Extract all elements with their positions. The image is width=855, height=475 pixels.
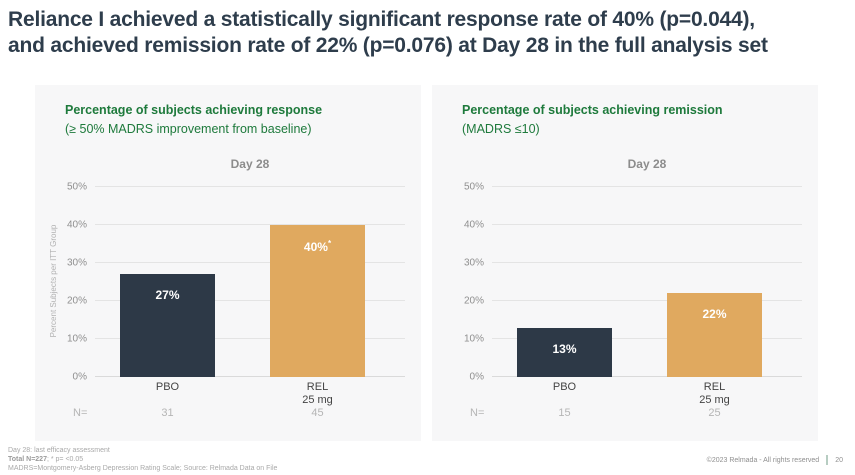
y-tick-label: 50% (66, 181, 87, 193)
slide-title-line1: Reliance I achieved a statistically sign… (8, 8, 755, 31)
gridline (95, 300, 405, 301)
footnote-line1: Day 28: last efficacy assessment (8, 447, 110, 454)
y-tick-label: 20% (463, 295, 484, 307)
n-value: 45 (311, 407, 324, 419)
footnote-line3: MADRS=Montgomery-Asberg Depression Ratin… (8, 465, 278, 472)
remission-x-labels: PBO REL 25 mg (432, 381, 818, 407)
y-tick-label: 10% (66, 333, 87, 345)
bar-pbo: 27% (120, 274, 215, 377)
y-tick-label: 20% (66, 295, 87, 307)
bar-value-label: 40%* (303, 239, 332, 254)
footnotes: Day 28: last efficacy assessment Total N… (8, 446, 277, 473)
y-tick-label: 30% (66, 257, 87, 269)
y-tick-label: 50% (463, 181, 484, 193)
gridline (95, 262, 405, 263)
y-tick-label: 10% (463, 333, 484, 345)
y-tick-label: 40% (66, 219, 87, 231)
bar-value-label: 13% (552, 341, 577, 356)
gridline (95, 376, 405, 377)
bar-pbo: 13% (517, 327, 612, 377)
gridline (95, 338, 405, 339)
copyright-text: ©2023 Relmada - All rights reserved (706, 456, 820, 464)
y-tick-label: 40% (463, 219, 484, 231)
remission-n-label: N= (470, 407, 485, 419)
page-number: 20 (835, 456, 843, 464)
footnote-line2: Total N=227; * p= <0.05 (8, 455, 277, 464)
x-category-label: PBO (155, 381, 180, 393)
gridline (95, 186, 405, 187)
footnote-pvalue: ; * p= <0.05 (46, 456, 84, 463)
bar-rel: 40%* (270, 225, 365, 377)
y-tick-label: 0% (469, 371, 484, 383)
n-value: 31 (161, 407, 174, 419)
gridline (492, 186, 802, 187)
slide-title: Reliance I achieved a statistically sign… (8, 7, 848, 59)
response-plot-area: 0% 10% 20% 30% 40% 50% 27% 40%* (67, 182, 405, 383)
remission-chart-title: Percentage of subjects achieving remissi… (462, 103, 723, 117)
bar-value-label: 27% (155, 288, 180, 303)
bar-rel: 22% (667, 293, 762, 377)
gridline (492, 376, 802, 377)
gridline (95, 224, 405, 225)
gridline (492, 224, 802, 225)
slide-title-line2: and achieved remission rate of 22% (p=0.… (8, 34, 768, 57)
response-y-axis-label: Percent Subjects per ITT Group (49, 224, 58, 338)
response-chart-subtitle: (≥ 50% MADRS improvement from baseline) (65, 122, 312, 136)
response-day-header: Day 28 (230, 157, 270, 171)
response-n-row: N= 31 45 (35, 407, 421, 423)
remission-day-header: Day 28 (627, 157, 667, 171)
remission-plot-area: 0% 10% 20% 30% 40% 50% 13% 22% (464, 182, 802, 383)
response-chart-title: Percentage of subjects achieving respons… (65, 103, 323, 117)
gridline (492, 300, 802, 301)
response-x-labels: PBO REL 25 mg (35, 381, 421, 407)
footnote-total-n: Total N=227 (8, 456, 47, 463)
response-n-label: N= (73, 407, 88, 419)
page-divider (826, 455, 829, 465)
remission-chart-subtitle: (MADRS ≤10) (462, 122, 540, 136)
y-tick-label: 30% (463, 257, 484, 269)
x-category-label: REL 25 mg (699, 381, 730, 406)
remission-chart-panel: Percentage of subjects achieving remissi… (432, 85, 818, 441)
bar-value-label: 22% (702, 307, 727, 322)
gridline (492, 338, 802, 339)
page-footer: ©2023 Relmada - All rights reserved 20 (707, 455, 843, 465)
x-category-label: REL 25 mg (302, 381, 333, 406)
y-tick-label: 0% (72, 371, 87, 383)
n-value: 15 (558, 407, 571, 419)
gridline (492, 262, 802, 263)
remission-n-row: N= 15 25 (432, 407, 818, 423)
response-chart-panel: Percentage of subjects achieving respons… (35, 85, 421, 441)
x-category-label: PBO (552, 381, 577, 393)
n-value: 25 (708, 407, 721, 419)
